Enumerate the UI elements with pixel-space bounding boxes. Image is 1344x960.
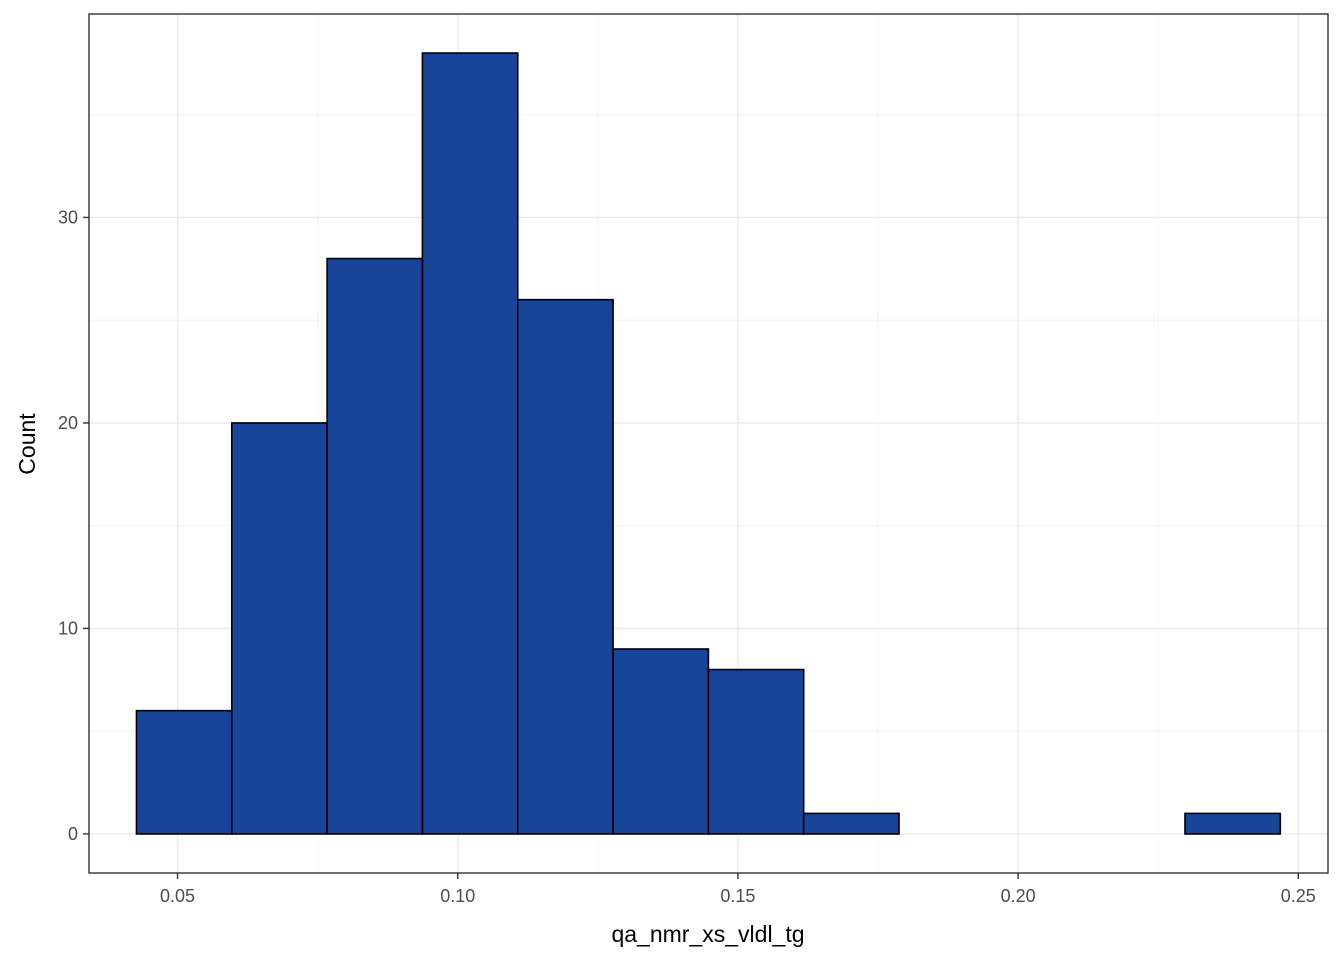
y-tick-label: 10: [58, 618, 78, 638]
y-axis-title: Count: [14, 413, 40, 475]
histogram-bar: [230, 422, 328, 835]
histogram-bar: [135, 709, 233, 835]
histogram-bar: [1184, 812, 1282, 835]
histogram-bar: [326, 257, 424, 835]
histogram-bar: [421, 52, 519, 835]
y-tick-label: 0: [68, 824, 78, 844]
x-tick-label: 0.15: [720, 886, 755, 906]
histogram-bar: [802, 812, 900, 835]
histogram-bar: [707, 668, 805, 835]
y-axis: 0 10 20 30: [58, 207, 89, 844]
histogram-bars: [135, 52, 1282, 835]
y-tick-label: 20: [58, 413, 78, 433]
panel-border: [88, 13, 1329, 874]
x-axis-title: qa_nmr_xs_vldl_tg: [611, 921, 804, 947]
x-tick-label: 0.10: [440, 886, 475, 906]
y-tick-label: 30: [58, 207, 78, 227]
histogram-bar: [612, 648, 710, 835]
x-tick-label: 0.05: [160, 886, 195, 906]
x-tick-label: 0.25: [1281, 886, 1316, 906]
x-tick-label: 0.20: [1001, 886, 1036, 906]
x-axis: 0.05 0.10 0.15 0.20 0.25: [160, 873, 1316, 906]
histogram-bar: [516, 298, 614, 835]
